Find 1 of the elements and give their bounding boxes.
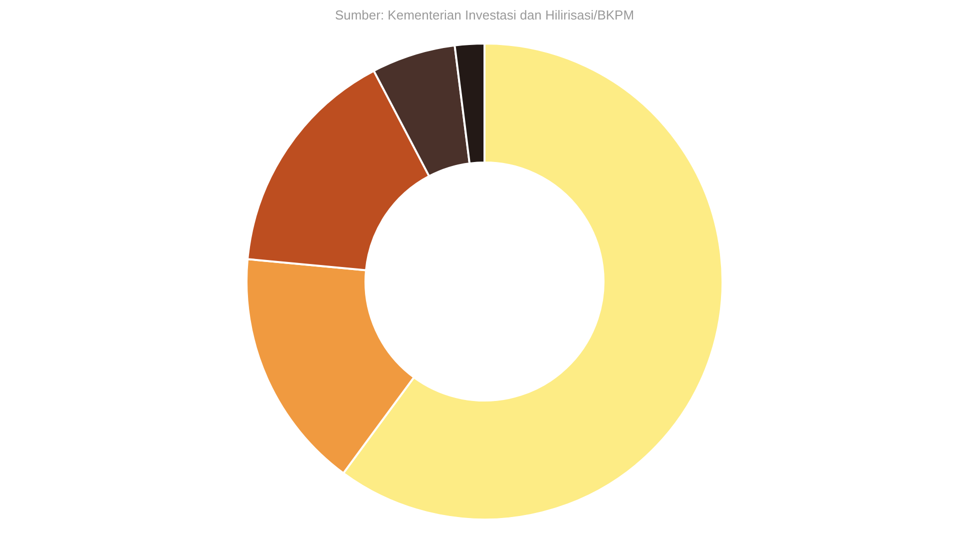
text: Sumber: Kementerian Investasi dan Hilirisasi/BKPM [334, 8, 634, 22]
